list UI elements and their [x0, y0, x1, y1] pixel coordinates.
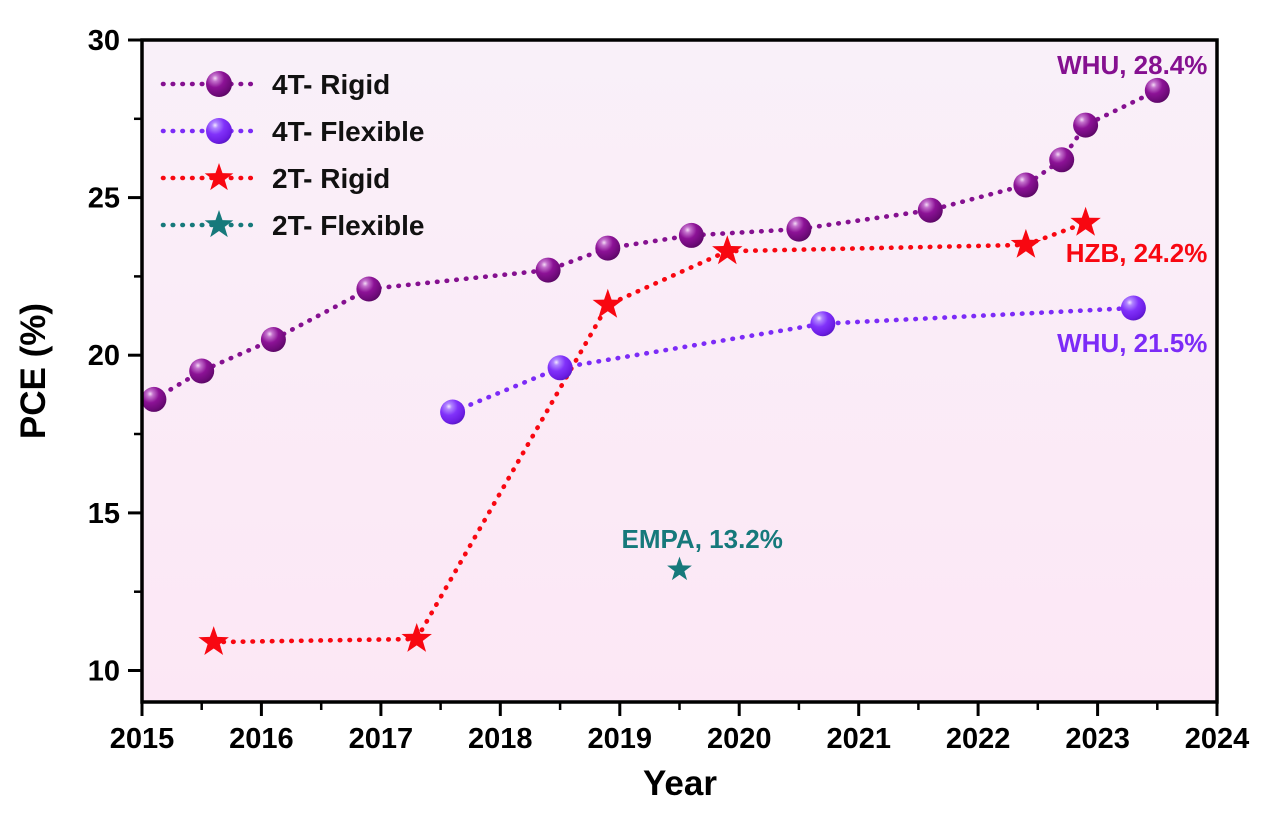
- data-point-sphere: [595, 235, 621, 261]
- data-point-sphere: [260, 327, 286, 352]
- data-point-star: [1070, 206, 1101, 236]
- legend-label-2: 2T- Rigid: [272, 163, 390, 194]
- annotation-label-2: WHU, 21.5%: [1057, 328, 1207, 358]
- data-point-sphere: [440, 399, 466, 425]
- data-point-sphere: [141, 386, 167, 412]
- data-point-sphere: [1144, 77, 1170, 103]
- plot-area: [142, 40, 1217, 702]
- data-point-sphere: [786, 216, 812, 242]
- data-point-sphere: [547, 355, 573, 381]
- data-point-sphere: [678, 222, 704, 248]
- data-point-star: [712, 235, 743, 265]
- y-tick-label: 15: [88, 498, 120, 530]
- data-point-star: [1010, 228, 1042, 258]
- legend-marker-star: [204, 210, 234, 238]
- data-point-star: [401, 623, 432, 652]
- data-point-sphere: [810, 311, 836, 337]
- data-point-star: [198, 626, 229, 655]
- annotation-label-0: WHU, 28.4%: [1057, 50, 1207, 80]
- annotation-label-1: HZB, 24.2%: [1066, 238, 1208, 268]
- series-line-1: [450, 305, 1136, 415]
- x-tick-label: 2023: [1065, 723, 1130, 755]
- y-tick-label: 20: [88, 340, 120, 372]
- legend-label-1: 4T- Flexible: [272, 116, 425, 147]
- annotation-label-3: EMPA, 13.2%: [622, 524, 783, 554]
- data-point-sphere: [917, 197, 943, 223]
- legend-label-0: 4T- Rigid: [272, 69, 390, 100]
- x-tick-label: 2024: [1185, 723, 1250, 755]
- x-tick-label: 2022: [946, 723, 1011, 755]
- data-point-sphere: [356, 276, 382, 302]
- data-point-sphere: [535, 257, 561, 283]
- data-point-sphere: [1120, 295, 1146, 321]
- x-tick-label: 2021: [826, 723, 891, 755]
- y-axis-title: PCE (%): [14, 302, 53, 440]
- plot-border: [140, 38, 1219, 704]
- data-point-sphere: [189, 358, 215, 384]
- legend-marker-sphere: [206, 118, 232, 144]
- y-tick-label: 30: [88, 25, 120, 57]
- x-tick-label: 2017: [349, 723, 414, 755]
- legend-marker-star: [204, 163, 234, 191]
- data-point-sphere: [1013, 172, 1039, 198]
- x-tick-label: 2019: [588, 723, 653, 755]
- data-point-star: [667, 556, 692, 581]
- x-tick-label: 2020: [707, 723, 772, 755]
- x-axis-title: Year: [643, 764, 717, 804]
- data-point-sphere: [1049, 147, 1075, 173]
- y-tick-label: 25: [88, 183, 120, 215]
- y-tick-label: 10: [88, 656, 120, 688]
- data-point-star: [592, 288, 624, 318]
- legend-label-3: 2T- Flexible: [272, 210, 425, 241]
- data-point-sphere: [1073, 112, 1099, 138]
- x-tick-label: 2018: [468, 723, 533, 755]
- x-tick-label: 2016: [229, 723, 294, 755]
- x-tick-label: 2015: [110, 723, 175, 755]
- legend-marker-sphere: [206, 71, 232, 97]
